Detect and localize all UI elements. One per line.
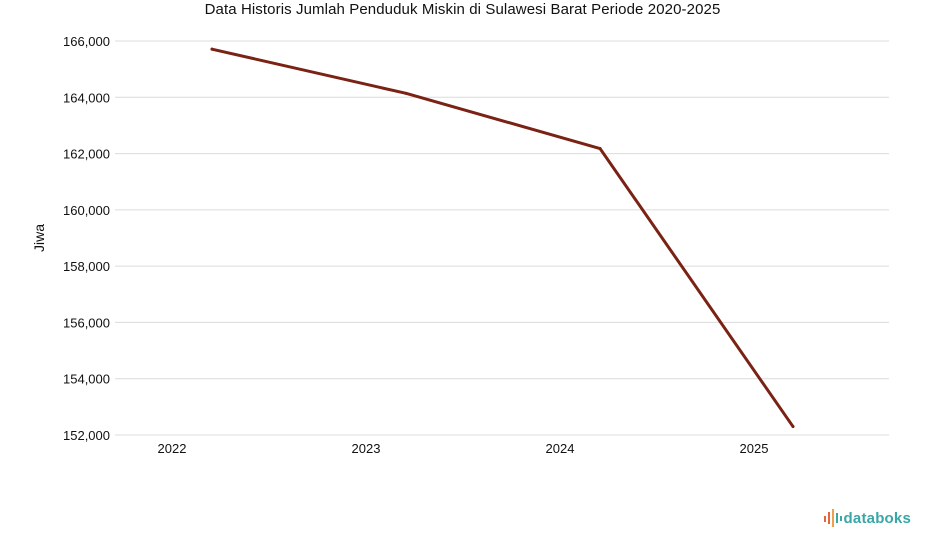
databoks-brand: databoks [823, 509, 911, 527]
x-tick-label: 2023 [352, 441, 381, 456]
data-point [404, 91, 408, 95]
y-tick-label: 164,000 [63, 90, 110, 105]
y-tick-label: 158,000 [63, 259, 110, 274]
x-tick-label: 2022 [158, 441, 187, 456]
gridlines [115, 40, 889, 436]
series-line [210, 47, 795, 429]
data-point [598, 147, 602, 151]
series-group [210, 47, 795, 429]
y-tick-label: 152,000 [63, 428, 110, 443]
y-tick-label: 162,000 [63, 147, 110, 162]
data-point [210, 47, 214, 51]
y-axis-ticks: 166,000 164,000 162,000 160,000 158,000 156,0… [63, 34, 110, 443]
y-tick-label: 160,000 [63, 203, 110, 218]
chart-title: Data Historis Jumlah Penduduk Miskin di … [204, 1, 721, 18]
y-tick-label: 154,000 [63, 372, 110, 387]
data-point [791, 425, 795, 429]
y-tick-label: 156,000 [63, 315, 110, 330]
y-tick-label: 166,000 [63, 34, 110, 49]
databoks-logo-icon [823, 509, 842, 527]
x-axis-ticks: 2022 2023 2024 2025 [158, 441, 769, 456]
brand-name: databoks [843, 509, 911, 527]
x-tick-label: 2024 [546, 441, 575, 456]
y-axis-label: Jiwa [31, 224, 47, 252]
x-tick-label: 2025 [740, 441, 769, 456]
